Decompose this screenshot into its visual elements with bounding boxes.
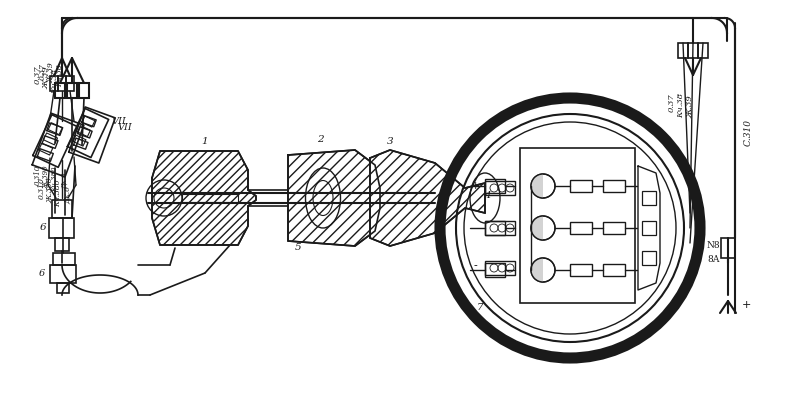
Bar	[688, 43, 698, 58]
Text: +: +	[471, 181, 480, 191]
Text: Ж.39: Ж.39	[47, 63, 55, 83]
Bar	[55, 238, 69, 251]
Bar	[570, 264, 592, 276]
Text: VII: VII	[118, 123, 133, 133]
Text: 4: 4	[484, 190, 490, 199]
Bar	[66, 76, 74, 91]
Text: Кч.380: Кч.380	[54, 179, 62, 207]
Bar	[642, 251, 656, 265]
Polygon shape	[370, 150, 485, 246]
Bar	[642, 221, 656, 235]
Wedge shape	[531, 258, 543, 282]
Text: 6: 6	[39, 268, 45, 278]
Text: -: -	[473, 261, 477, 271]
Polygon shape	[288, 150, 380, 246]
Text: 5: 5	[295, 244, 301, 252]
Text: 0.37: 0.37	[668, 94, 676, 112]
Text: Кч.38: Кч.38	[677, 93, 685, 118]
Bar	[603, 222, 625, 234]
Text: 7: 7	[476, 304, 484, 313]
Text: 2: 2	[317, 135, 323, 145]
Text: 1: 1	[202, 137, 208, 145]
Bar	[485, 263, 505, 277]
Polygon shape	[152, 151, 256, 245]
Bar	[52, 200, 72, 218]
Text: Ж.390: Ж.390	[46, 177, 54, 203]
Text: Кч.38: Кч.38	[56, 64, 64, 88]
Text: VII: VII	[112, 116, 127, 126]
Text: Кч.38: Кч.38	[51, 69, 59, 94]
Text: Ж.39: Ж.39	[686, 96, 694, 119]
Text: 0.310: 0.310	[38, 177, 46, 199]
Wedge shape	[531, 174, 543, 198]
Bar	[485, 261, 515, 275]
Text: 6: 6	[39, 223, 46, 233]
Bar	[79, 83, 89, 98]
Bar	[57, 283, 69, 293]
Bar	[520, 148, 635, 303]
Bar	[67, 83, 77, 98]
Bar	[721, 238, 735, 258]
Text: 0.37: 0.37	[39, 62, 47, 79]
Text: Дк.0: Дк.0	[64, 186, 72, 204]
Bar	[570, 222, 592, 234]
Bar	[698, 43, 708, 58]
Bar	[642, 191, 656, 205]
Bar	[55, 83, 65, 98]
Bar	[603, 180, 625, 192]
Bar	[485, 221, 515, 235]
Bar	[570, 180, 592, 192]
Text: С.310: С.310	[743, 119, 753, 147]
Bar	[678, 43, 688, 58]
Text: 0.37: 0.37	[34, 66, 42, 84]
Text: Дк.0: Дк.0	[61, 173, 69, 189]
Text: N8: N8	[706, 240, 720, 249]
Text: Кч.380: Кч.380	[51, 166, 59, 192]
Text: 0.310: 0.310	[34, 165, 42, 185]
Bar	[485, 179, 505, 193]
Bar	[49, 218, 74, 238]
Bar	[58, 76, 66, 91]
Bar	[50, 76, 58, 91]
Bar	[53, 253, 75, 265]
Text: 8А: 8А	[708, 256, 720, 264]
Text: +: +	[742, 300, 751, 310]
Text: Ж.390: Ж.390	[42, 165, 50, 189]
Text: 3: 3	[387, 137, 393, 145]
Bar	[50, 265, 76, 283]
Bar	[182, 194, 238, 202]
Bar	[485, 221, 505, 235]
Text: Ж.39: Ж.39	[42, 66, 50, 89]
Bar	[485, 181, 515, 195]
Wedge shape	[531, 216, 543, 240]
Bar	[603, 264, 625, 276]
